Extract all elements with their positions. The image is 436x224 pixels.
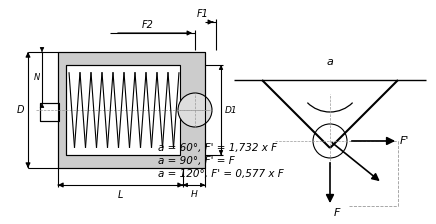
Text: a = 120°, F' = 0,577 x F: a = 120°, F' = 0,577 x F (158, 169, 284, 179)
Text: H: H (191, 190, 198, 199)
Bar (40, 103, 59, 121)
Text: F: F (334, 208, 341, 218)
Text: F': F' (400, 136, 409, 146)
Text: a: a (327, 57, 334, 67)
Text: D: D (17, 105, 24, 115)
Text: L: L (118, 190, 123, 200)
Circle shape (313, 124, 347, 158)
Bar (58, 52, 205, 168)
Text: a = 60°, F' = 1,732 x F: a = 60°, F' = 1,732 x F (158, 143, 277, 153)
Text: F1: F1 (197, 9, 208, 19)
Bar (66, 65, 180, 155)
Text: D1: D1 (225, 106, 238, 114)
Text: F2: F2 (142, 20, 153, 30)
Text: N: N (34, 73, 40, 82)
Text: a = 90°, F' = F: a = 90°, F' = F (158, 156, 235, 166)
Circle shape (178, 93, 212, 127)
